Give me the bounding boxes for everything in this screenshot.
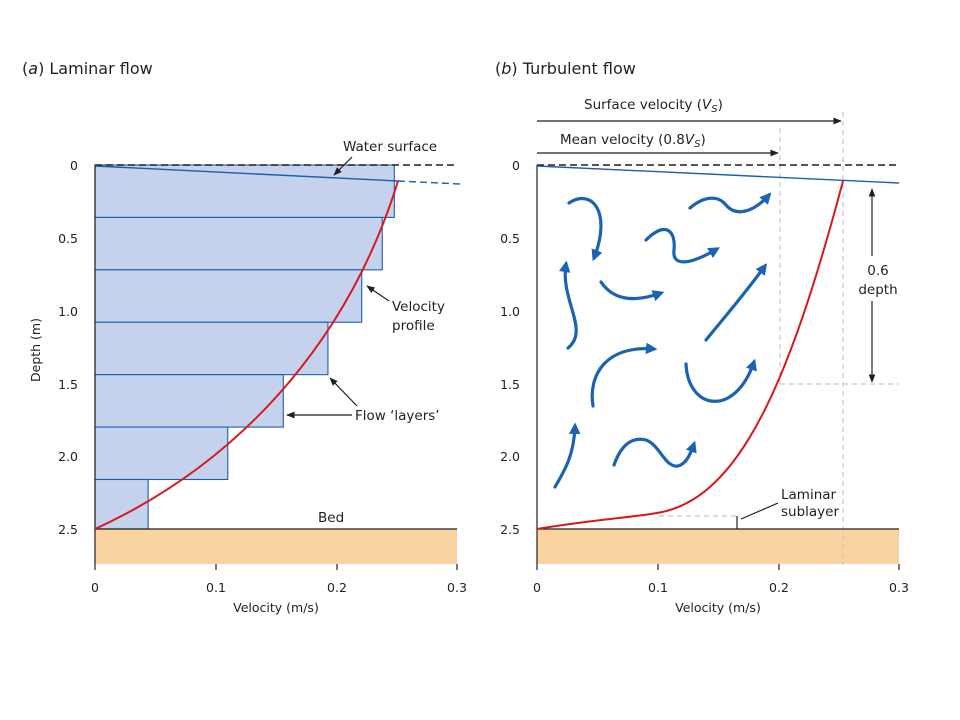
eddy-arrow [644,227,720,264]
panel-b: (b) Turbulent flow 0 0.5 1.0 1.5 2.0 2.5 [495,59,909,615]
surface-velocity-subscript: S [711,104,718,115]
y-tick-label: 1.5 [500,377,520,392]
x-tick-label: 0.1 [206,580,226,595]
y-tick-label: 0 [512,158,520,173]
panel-a-y-ticks: 0 0.5 1.0 1.5 2.0 2.5 [58,158,78,537]
y-tick-label: 1.0 [58,304,78,319]
surface-velocity-label-prefix: Surface velocity ( [584,97,702,113]
panel-a-bed-band [95,529,457,564]
flow-layer [94,321,329,376]
velocity-profile-pointer [366,285,390,302]
depth-fraction-label-line2: depth [858,282,897,298]
panel-a-flow-layers [94,164,395,530]
flow-layer [94,478,149,530]
turbulent-eddies [553,192,772,489]
flow-layer [94,426,229,481]
flow-layers-pointer-2 [329,377,358,407]
water-surface-pointer [333,156,353,176]
y-tick-label: 1.0 [500,304,520,319]
mean-velocity-symbol: V [685,132,696,148]
y-tick-label: 2.5 [500,522,520,537]
water-surface-label: Water surface [343,139,437,155]
panel-b-velocity-profile-curve [536,180,844,530]
panel-b-letter: b [501,59,511,78]
panel-a-x-ticks: 0 0.1 0.2 0.3 [91,564,467,595]
x-tick-label: 0.3 [889,580,909,595]
x-tick-label: 0.2 [327,580,347,595]
panel-a-x-axis-label: Velocity (m/s) [233,600,319,615]
x-tick-label: 0 [533,580,541,595]
y-tick-label: 0 [70,158,78,173]
x-tick-label: 0.1 [648,580,668,595]
surface-velocity-label-suffix: ) [718,97,723,113]
panel-b-title: (b) Turbulent flow [495,59,636,78]
panel-b-title-text: Turbulent flow [522,59,636,78]
flow-layer [94,216,383,271]
y-tick-label: 2.0 [58,449,78,464]
depth-fraction-label-line1: 0.6 [867,263,888,279]
panel-a-water-surface-extension [397,180,461,185]
velocity-profile-label-line2: profile [392,318,435,334]
y-tick-label: 0.5 [58,231,78,246]
eddy-arrow [553,422,581,489]
flow-layers-label: Flow ‘layers’ [355,408,440,424]
laminar-sublayer-label-line2: sublayer [781,504,839,520]
panel-b-water-surface-line [536,165,900,184]
panel-b-x-axis-label: Velocity (m/s) [675,600,761,615]
mean-velocity-label-suffix: ) [700,132,705,148]
y-tick-label: 0.5 [500,231,520,246]
y-tick-label: 1.5 [58,377,78,392]
x-tick-label: 0.3 [447,580,467,595]
eddy-arrow [567,196,603,262]
panel-a-title: (a) Laminar flow [22,59,153,78]
surface-velocity-label: Surface velocity (VS) [584,97,723,115]
panel-b-x-ticks: 0 0.1 0.2 0.3 [533,564,909,595]
mean-velocity-label: Mean velocity (0.8VS) [560,132,706,150]
eddy-arrow [688,192,772,214]
velocity-profile-label-line1: Velocity [392,299,445,315]
eddy-arrow [558,260,578,350]
panel-a: (a) Laminar flow 0 0.5 1.0 1.5 2.0 2.5 [22,59,467,615]
sublayer-pointer [740,502,779,520]
mean-velocity-subscript: S [694,139,701,150]
eddy-arrow [599,280,665,302]
eddy-arrow [612,437,697,468]
eddy-arrow [590,342,658,408]
y-tick-label: 2.0 [500,449,520,464]
mean-velocity-label-prefix: Mean velocity (0.8 [560,132,685,148]
x-tick-label: 0 [91,580,99,595]
x-tick-label: 0.2 [769,580,789,595]
eddy-arrow [704,263,768,342]
panel-a-letter: a [28,59,38,78]
flow-layer [94,269,363,323]
eddy-arrow [684,358,757,403]
panel-a-title-text: Laminar flow [49,59,152,78]
surface-velocity-symbol: V [702,97,713,113]
panel-b-y-ticks: 0 0.5 1.0 1.5 2.0 2.5 [500,158,520,537]
laminar-sublayer-label-line1: Laminar [781,487,837,503]
panel-a-velocity-profile-curve [94,180,399,530]
panel-b-bed-band [537,529,899,564]
y-tick-label: 2.5 [58,522,78,537]
flow-layer [94,374,284,428]
bed-label: Bed [318,510,344,526]
panel-a-y-axis-label: Depth (m) [28,318,43,382]
panel-a-water-surface-line [94,165,399,182]
